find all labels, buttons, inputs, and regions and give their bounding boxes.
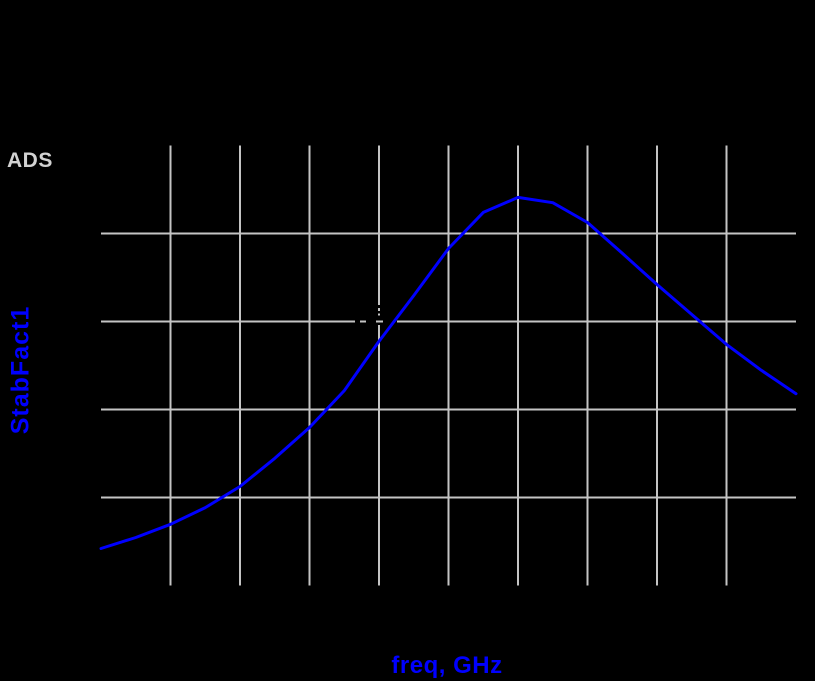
ads-logo: ADS xyxy=(7,149,53,172)
x-axis-label: freq, GHz xyxy=(391,652,503,679)
y-axis-label: StabFact1 xyxy=(6,305,35,435)
horizontal-gridlines xyxy=(101,232,796,499)
stabfact-trace xyxy=(99,195,798,550)
vertical-gridlines xyxy=(169,145,728,586)
